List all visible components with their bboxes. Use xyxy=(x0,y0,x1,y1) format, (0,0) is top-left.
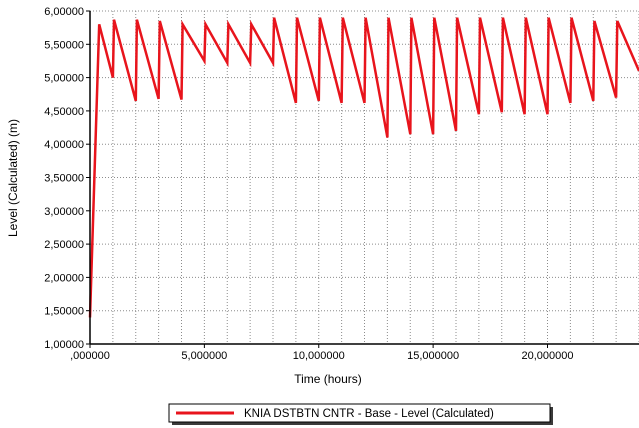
y-tick-labels: 1,00000 1,50000 2,00000 2,50000 3,00000 3,500… xyxy=(44,6,90,351)
y-tick-label: 4,00000 xyxy=(44,139,84,151)
y-tick-label: 1,50000 xyxy=(44,306,84,318)
y-tick-label: 3,00000 xyxy=(44,206,84,218)
x-tick-label: 10,000000 xyxy=(293,350,345,362)
legend: KNIA DSTBTN CNTR - Base - Level (Calcula… xyxy=(168,403,553,425)
y-tick-label: 4,50000 xyxy=(44,106,84,118)
series-layer xyxy=(88,17,639,318)
legend-label: KNIA DSTBTN CNTR - Base - Level (Calcula… xyxy=(244,408,494,420)
legend-box xyxy=(168,403,551,423)
x-tick-label: 20,000000 xyxy=(522,350,574,362)
y-tick-label: 3,50000 xyxy=(44,173,84,185)
x-axis-title: Time (hours) xyxy=(294,372,362,386)
x-tick-label: 15,000000 xyxy=(407,350,459,362)
y-axis-title: Level (Calculated) (m) xyxy=(6,119,20,237)
y-tick-label: 2,50000 xyxy=(44,239,84,251)
x-tick-label: ,000000 xyxy=(70,350,110,362)
y-tick-label: 5,50000 xyxy=(44,39,84,51)
y-tick-label: 5,00000 xyxy=(44,73,84,85)
series-line-0 xyxy=(88,17,639,318)
y-tick-label: 2,00000 xyxy=(44,272,84,284)
y-tick-label: 1,00000 xyxy=(44,339,84,351)
x-tick-label: 5,000000 xyxy=(181,350,227,362)
y-tick-label: 6,00000 xyxy=(44,6,84,18)
x-tick-labels: ,000000 5,000000 10,000000 15,000000 20,0000… xyxy=(70,344,574,362)
